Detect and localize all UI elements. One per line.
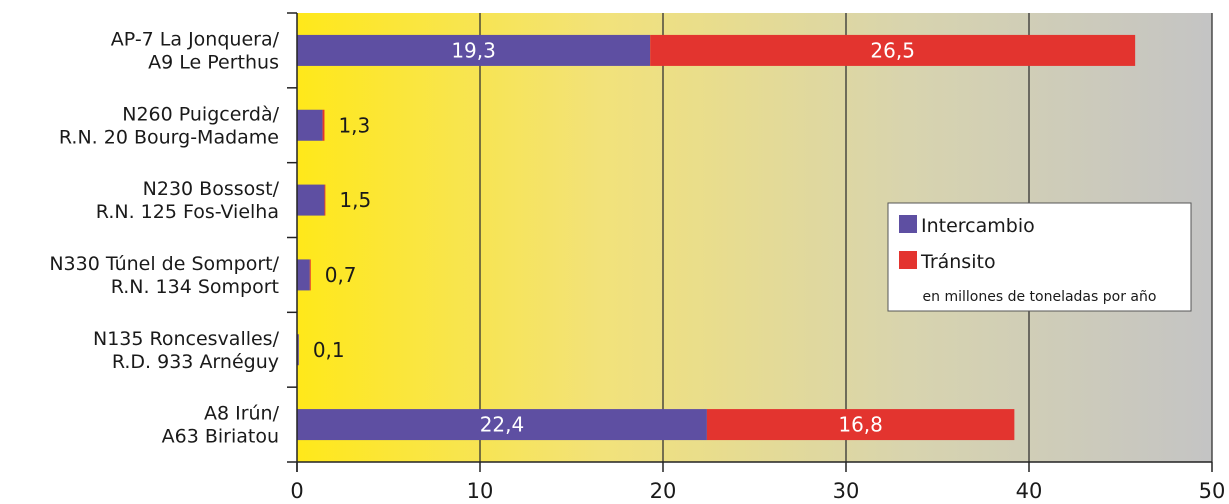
category-label-3: N330 Túnel de Somport/R.N. 134 Somport [49, 253, 279, 298]
data-label-total-2: 1,5 [339, 188, 371, 212]
category-label-line: R.N. 20 Bourg-Madame [59, 126, 279, 148]
category-label-0: AP-7 La Jonquera/A9 Le Perthus [111, 28, 280, 73]
x-tick-label-10: 10 [467, 479, 494, 503]
legend-swatch-transito [899, 251, 917, 269]
bar-intercambio-5 [297, 409, 707, 441]
legend-label-intercambio: Intercambio [921, 215, 1035, 237]
category-label-line: N260 Puigcerdà/ [122, 103, 279, 125]
category-label-line: R.N. 134 Somport [111, 276, 279, 298]
x-tick-label-50: 50 [1199, 479, 1226, 503]
bar-intercambio-3 [297, 259, 310, 291]
category-label-line: R.N. 125 Fos-Vielha [96, 201, 279, 223]
legend-label-transito: Tránsito [920, 251, 996, 273]
x-tick-label-20: 20 [650, 479, 677, 503]
data-label-transito-5: 16,8 [838, 413, 883, 437]
category-label-line: N330 Túnel de Somport/ [49, 253, 279, 275]
data-label-total-3: 0,7 [325, 263, 357, 287]
legend-box [887, 202, 1192, 312]
x-tick-label-40: 40 [1016, 479, 1043, 503]
x-tick-label-0: 0 [290, 479, 303, 503]
x-tick-label-30: 30 [833, 479, 860, 503]
category-label-line: N135 Roncesvalles/ [93, 328, 280, 350]
data-label-total-1: 1,3 [338, 113, 370, 137]
data-label-intercambio-5: 22,4 [480, 413, 525, 437]
category-label-line: A63 Biriatou [162, 426, 279, 448]
legend-note: en millones de toneladas por año [923, 289, 1157, 305]
category-label-line: A9 Le Perthus [148, 51, 279, 73]
bar-intercambio-4 [297, 334, 299, 366]
bar-transito-1 [322, 109, 325, 141]
bar-intercambio-0 [297, 34, 651, 66]
data-label-transito-0: 26,5 [870, 38, 915, 62]
bar-transito-5 [706, 409, 1015, 441]
legend-swatch-intercambio [899, 215, 917, 233]
category-label-line: A8 Irún/ [204, 403, 280, 425]
category-label-2: N230 Bossost/R.N. 125 Fos-Vielha [96, 178, 280, 223]
data-label-total-4: 0,1 [313, 338, 345, 362]
legend: Intercambio Tránsito en millones de tonela… [887, 202, 1192, 312]
category-label-1: N260 Puigcerdà/R.N. 20 Bourg-Madame [59, 103, 280, 148]
category-label-5: A8 Irún/A63 Biriatou [162, 403, 280, 448]
data-label-intercambio-0: 19,3 [451, 38, 496, 62]
bar-intercambio-1 [297, 109, 323, 141]
bar-transito-2 [324, 184, 326, 216]
category-label-line: N230 Bossost/ [143, 178, 280, 200]
category-label-line: AP-7 La Jonquera/ [111, 28, 280, 50]
bar-transito-0 [650, 34, 1136, 66]
category-label-4: N135 Roncesvalles/R.D. 933 Arnéguy [93, 328, 280, 373]
category-label-line: R.D. 933 Arnéguy [112, 351, 279, 373]
bar-intercambio-2 [297, 184, 325, 216]
bar-transito-3 [309, 259, 311, 291]
